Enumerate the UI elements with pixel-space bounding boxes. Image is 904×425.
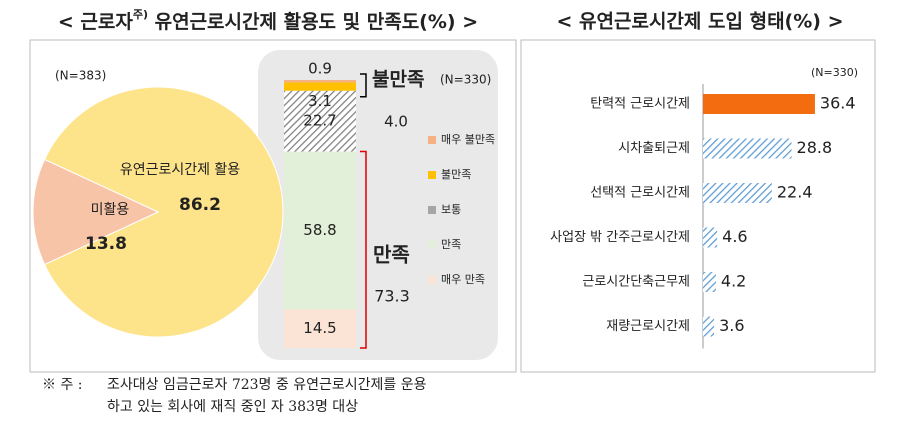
bar xyxy=(703,94,815,114)
bar-segment xyxy=(284,309,356,348)
title-part: 유연근로시간제 활용도 및 만족도(%) > xyxy=(148,11,478,33)
category-label: 근로시간단축근무제 xyxy=(582,275,690,290)
group-bracket xyxy=(360,73,367,98)
value-label: 22.4 xyxy=(777,183,813,202)
bar xyxy=(703,316,715,337)
bar-segment xyxy=(284,82,356,91)
title-superscript: 주) xyxy=(133,8,148,21)
group-label: 만족 xyxy=(373,243,410,267)
legend-marker xyxy=(428,241,436,249)
legend-label: 보통 xyxy=(441,203,461,216)
footnote-line: 하고 있는 회사에 재직 중인 자 383명 대상 xyxy=(107,399,358,415)
bar xyxy=(703,272,716,292)
value-label: 4.2 xyxy=(721,272,746,291)
right-panel xyxy=(520,39,876,373)
pie-slice xyxy=(32,158,160,266)
legend-marker xyxy=(428,136,436,144)
note: (N=330) xyxy=(440,73,491,87)
right-title: < 유연근로시간제 도입 형태(%) > xyxy=(557,11,844,33)
segment-label: 0.9 xyxy=(308,60,332,78)
group-label: 불만족 xyxy=(372,69,424,91)
legend-marker xyxy=(428,276,436,284)
note: (N=330) xyxy=(811,66,858,79)
segment-label: 3.1 xyxy=(308,92,332,110)
bar xyxy=(703,227,718,248)
segment-label: 58.8 xyxy=(303,221,336,239)
bar xyxy=(703,183,772,203)
category-label: 탄력적 근로시간제 xyxy=(590,97,690,112)
category-label: 재량근로시간제 xyxy=(606,319,690,334)
value-label: 3.6 xyxy=(719,316,744,335)
left-title: < 근로자주) 유연근로시간제 활용도 및 만족도(%) > xyxy=(58,8,478,33)
group-value: 4.0 xyxy=(384,113,408,131)
bar-segment xyxy=(284,90,356,152)
legend-marker xyxy=(428,171,436,179)
segment-label: 14.5 xyxy=(303,319,336,337)
legend-label: 매우 불만족 xyxy=(441,133,495,146)
bar xyxy=(703,138,792,159)
legend-label: 매우 만족 xyxy=(441,273,485,286)
title-part: < 근로자 xyxy=(58,11,133,33)
segment-label: 22.7 xyxy=(303,112,336,130)
value-label: 28.8 xyxy=(797,138,833,157)
category-label: 선택적 근로시간제 xyxy=(590,186,690,201)
slice-value: 86.2 xyxy=(179,195,221,215)
bar-segment xyxy=(284,151,356,310)
slice-label: 유연근로시간제 활용 xyxy=(120,162,240,178)
bar-segment xyxy=(284,80,356,83)
category-label: 사업장 밖 간주근로시간제 xyxy=(550,230,690,245)
value-label: 36.4 xyxy=(820,94,856,113)
footnote-marker: ※ 주 : xyxy=(42,377,83,393)
category-label: 시차출퇴근제 xyxy=(618,141,690,156)
legend-label: 불만족 xyxy=(441,168,471,181)
slice-label: 미활용 xyxy=(91,202,130,218)
legend-marker xyxy=(428,206,436,214)
group-bracket xyxy=(360,150,367,349)
footnote-line: 조사대상 임금근로자 723명 중 유연근로시간제를 운용 xyxy=(107,377,427,393)
legend-label: 만족 xyxy=(441,238,461,251)
slice-value: 13.8 xyxy=(85,234,127,254)
value-label: 4.6 xyxy=(722,227,747,246)
pie-slice xyxy=(43,86,284,338)
group-value: 73.3 xyxy=(374,287,410,306)
note: (N=383) xyxy=(55,69,106,83)
